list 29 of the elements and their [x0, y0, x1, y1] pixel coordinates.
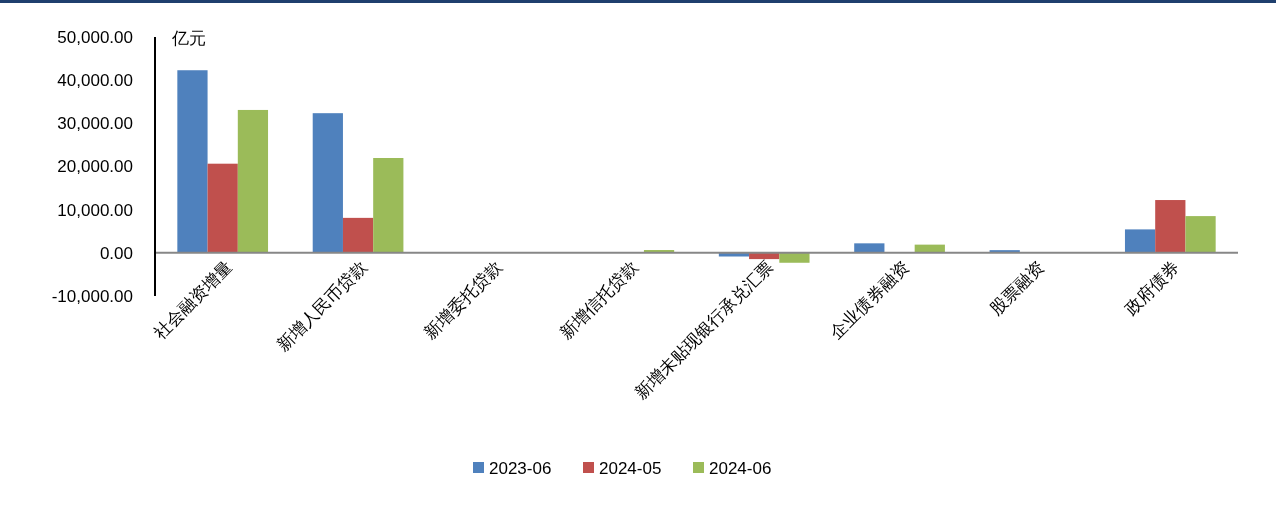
- bar: [312, 113, 343, 253]
- x-tick-label: 新增人民币贷款: [273, 257, 371, 355]
- x-tick-label: 政府债券: [1121, 257, 1184, 319]
- y-tick-label: 20,000.00: [57, 157, 133, 177]
- y-tick-label: -10,000.00: [51, 286, 133, 306]
- bar: [779, 252, 810, 263]
- bar: [1124, 229, 1156, 253]
- legend-label: 2024-06: [709, 458, 772, 478]
- x-tick-label: 新增信托贷款: [556, 257, 642, 343]
- x-tick-label: 股票融资: [986, 257, 1048, 319]
- x-tick-label: 企业债券融资: [826, 257, 913, 343]
- y-tick-label: 0.00: [99, 243, 133, 263]
- legend-label: 2024-05: [599, 458, 662, 478]
- y-tick-label: 10,000.00: [57, 200, 133, 220]
- y-tick-label: 30,000.00: [57, 114, 133, 134]
- bar: [342, 217, 374, 253]
- bar: [373, 158, 404, 253]
- y-tick-label: 50,000.00: [57, 27, 133, 47]
- y-tick-label: 40,000.00: [57, 71, 133, 91]
- bar: [177, 70, 208, 253]
- x-tick-label: 新增委托贷款: [420, 257, 507, 343]
- bar: [1155, 200, 1186, 253]
- legend-label: 2023-06: [489, 458, 552, 478]
- x-tick-label: 社会融资增量: [149, 257, 236, 343]
- bar: [237, 109, 269, 253]
- y-axis-title: 亿元: [171, 29, 206, 48]
- bar: [1185, 216, 1216, 253]
- bar: [207, 163, 238, 253]
- bar: [854, 243, 885, 253]
